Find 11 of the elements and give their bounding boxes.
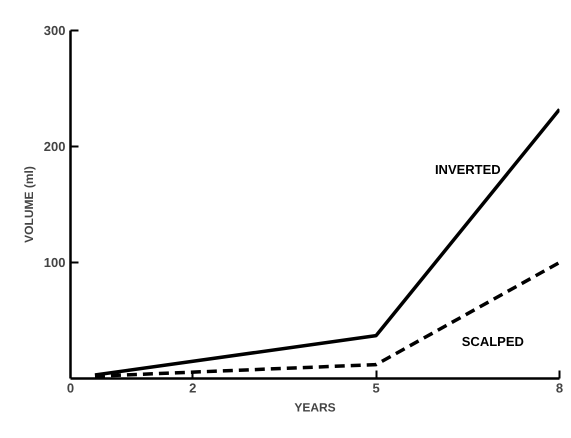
- x-tick-label: 2: [189, 380, 196, 396]
- y-tick-label: 300: [44, 23, 66, 38]
- y-tick-label: 200: [44, 139, 66, 154]
- x-tick-label: 5: [372, 380, 380, 396]
- x-tick-label: 0: [66, 380, 74, 396]
- x-tick-label: 8: [556, 380, 564, 396]
- x-axis-title: YEARS: [294, 400, 336, 414]
- y-tick-label: 100: [44, 255, 66, 270]
- series-label: INVERTED: [434, 162, 501, 177]
- series-label: SCALPED: [462, 334, 524, 350]
- y-axis-title: VOLUME (ml): [22, 166, 36, 243]
